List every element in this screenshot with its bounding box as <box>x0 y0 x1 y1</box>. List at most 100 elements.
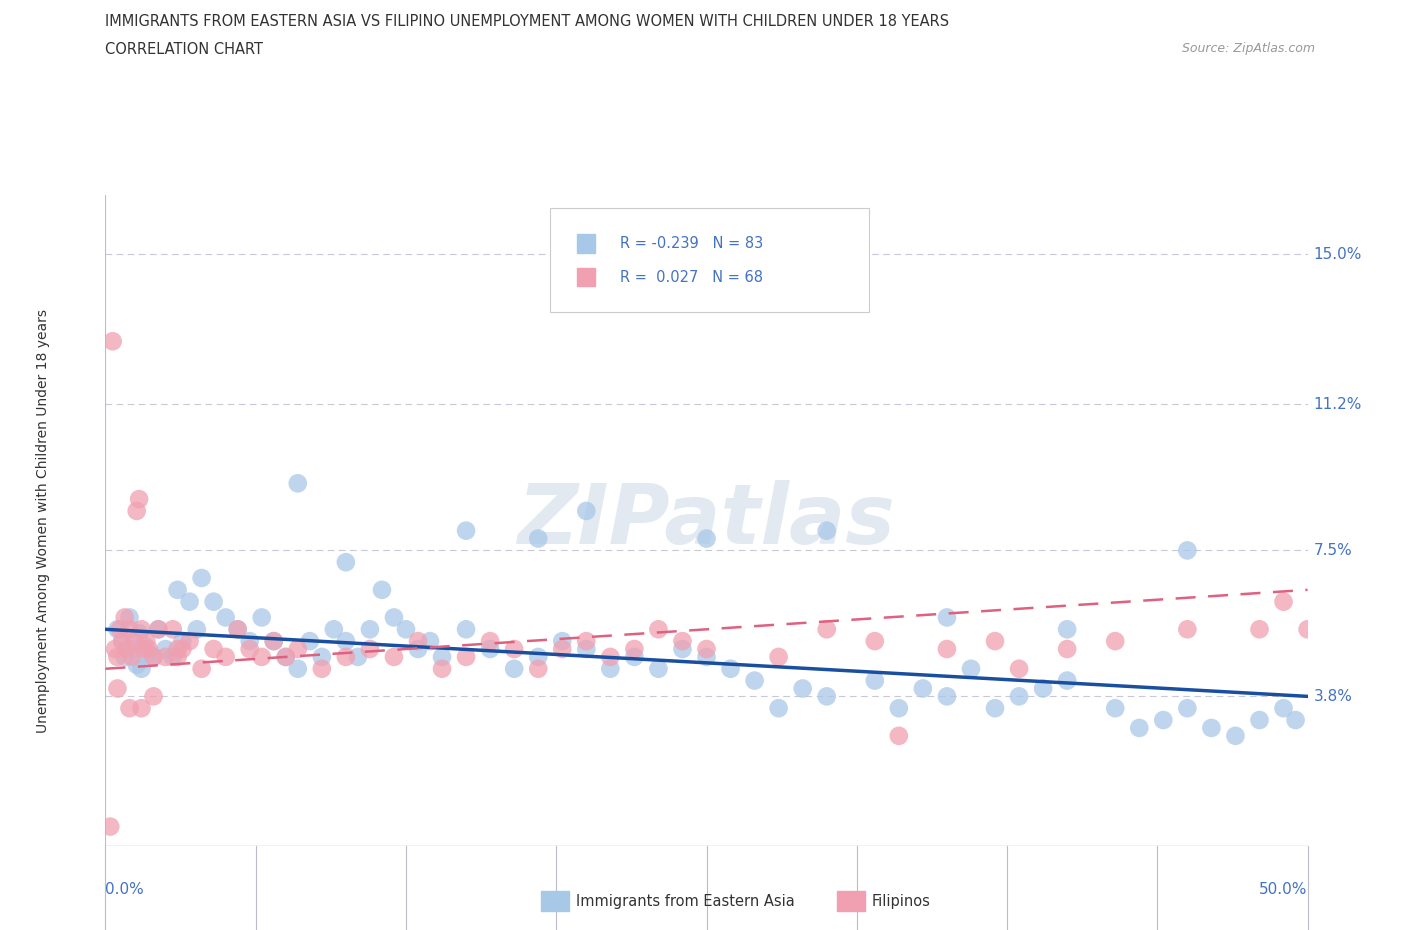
Point <box>984 701 1007 716</box>
Point <box>166 642 188 657</box>
Point <box>311 661 333 676</box>
Point <box>148 622 170 637</box>
Point <box>263 633 285 648</box>
Point <box>1056 642 1078 657</box>
Point <box>1201 721 1223 736</box>
Point <box>359 622 381 637</box>
Point <box>115 642 138 657</box>
Point <box>148 622 170 637</box>
Point <box>162 649 184 664</box>
Point <box>430 661 453 676</box>
Text: 0.0%: 0.0% <box>105 882 145 897</box>
Text: Unemployment Among Women with Children Under 18 years: Unemployment Among Women with Children U… <box>37 309 51 733</box>
Point <box>131 701 153 716</box>
Text: R = -0.239   N = 83: R = -0.239 N = 83 <box>620 236 763 251</box>
Bar <box>576 268 595 286</box>
Point <box>124 633 146 648</box>
Point <box>599 661 621 676</box>
Point <box>250 649 273 664</box>
Text: R =  0.027   N = 68: R = 0.027 N = 68 <box>620 270 763 285</box>
Point <box>575 633 598 648</box>
Point <box>1128 721 1150 736</box>
Point <box>768 649 790 664</box>
Point <box>395 622 418 637</box>
Point <box>131 661 153 676</box>
Point <box>322 622 344 637</box>
Point <box>128 492 150 507</box>
Point <box>125 658 148 672</box>
Point <box>1296 622 1319 637</box>
Point <box>162 622 184 637</box>
Point <box>696 531 718 546</box>
Point <box>239 642 262 657</box>
Point <box>454 622 477 637</box>
Point <box>138 642 160 657</box>
Point <box>479 633 502 648</box>
Point <box>118 610 141 625</box>
Point <box>768 701 790 716</box>
Point <box>155 649 177 664</box>
Point <box>984 633 1007 648</box>
Point <box>335 555 357 570</box>
Point <box>202 642 225 657</box>
Text: 7.5%: 7.5% <box>1313 543 1353 558</box>
Point <box>430 649 453 664</box>
Point <box>114 610 136 625</box>
Point <box>936 642 959 657</box>
Point <box>936 689 959 704</box>
Point <box>696 642 718 657</box>
Text: Source: ZipAtlas.com: Source: ZipAtlas.com <box>1181 42 1315 55</box>
Point <box>1249 622 1271 637</box>
Bar <box>576 234 595 253</box>
Point <box>863 673 886 688</box>
Point <box>111 633 134 648</box>
Text: 50.0%: 50.0% <box>1260 882 1308 897</box>
Point <box>503 661 526 676</box>
Point <box>1284 712 1306 727</box>
Point <box>792 681 814 696</box>
Point <box>815 689 838 704</box>
Point <box>114 649 136 664</box>
Point <box>371 582 394 597</box>
Text: CORRELATION CHART: CORRELATION CHART <box>105 42 263 57</box>
Point <box>527 531 550 546</box>
Point <box>575 503 598 518</box>
Text: 11.2%: 11.2% <box>1313 397 1362 412</box>
Point <box>226 622 249 637</box>
Point <box>960 661 983 676</box>
Point <box>406 642 429 657</box>
Point <box>107 649 129 664</box>
Point <box>863 633 886 648</box>
Point <box>623 649 645 664</box>
Point <box>1225 728 1247 743</box>
Point <box>551 633 574 648</box>
Point <box>647 622 669 637</box>
Text: Filipinos: Filipinos <box>872 894 931 909</box>
Point <box>887 701 910 716</box>
Point <box>104 642 127 657</box>
Point <box>179 633 201 648</box>
Point <box>815 622 838 637</box>
Point <box>111 633 134 648</box>
Point <box>274 649 297 664</box>
Point <box>527 661 550 676</box>
Point <box>121 649 143 664</box>
Point <box>382 649 405 664</box>
Text: Immigrants from Eastern Asia: Immigrants from Eastern Asia <box>576 894 796 909</box>
Point <box>623 642 645 657</box>
Point <box>142 689 165 704</box>
Point <box>720 661 742 676</box>
Point <box>142 649 165 664</box>
Point <box>166 649 188 664</box>
Point <box>647 661 669 676</box>
Point <box>108 622 131 637</box>
Point <box>1175 543 1198 558</box>
Point <box>347 649 370 664</box>
Point <box>186 622 208 637</box>
Point <box>454 649 477 664</box>
Point <box>1056 673 1078 688</box>
Point <box>599 649 621 664</box>
Point <box>166 582 188 597</box>
Point <box>190 661 212 676</box>
Point <box>239 633 262 648</box>
